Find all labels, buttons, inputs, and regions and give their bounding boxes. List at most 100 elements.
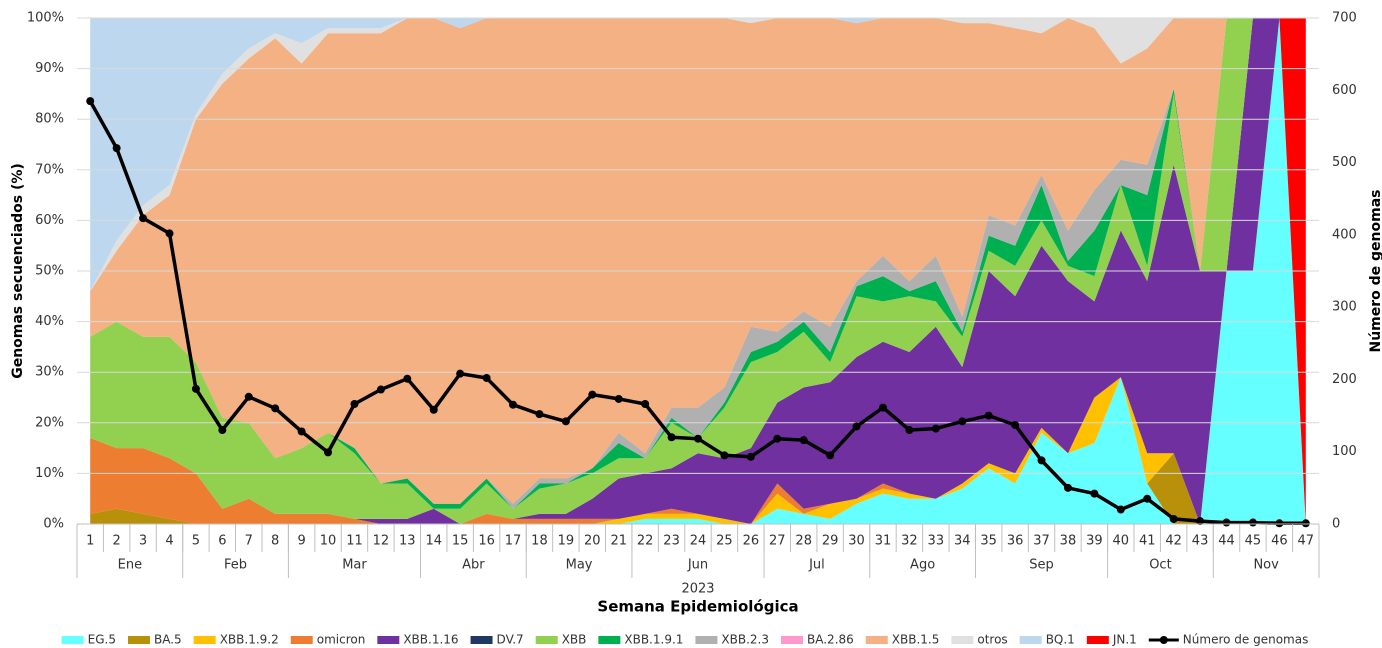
legend-item: BA.5 [128, 633, 182, 647]
x-tick-label: 34 [954, 534, 971, 549]
x-tick-label: 3 [139, 534, 147, 549]
x-tick-label: 6 [218, 534, 226, 549]
legend: EG.5 BA.5 XBB.1.9.2 omicron XBB.1.16 DV.7 XBB X… [61, 633, 1308, 647]
x-tick-label: 9 [297, 534, 305, 549]
y2-tick-label: 300 [1332, 300, 1357, 315]
area [90, 18, 1306, 524]
x-tick-label: 2 [112, 534, 120, 549]
legend-label: XBB.2.3 [721, 633, 769, 647]
y-tick-label: 10% [35, 466, 64, 481]
line-point [218, 426, 227, 435]
month-label: Sep [1029, 558, 1054, 573]
legend-label: BA.2.86 [807, 633, 854, 647]
legend-swatch [781, 636, 804, 644]
line-point [1116, 505, 1125, 514]
y2-tick-label: 100 [1332, 444, 1357, 459]
legend-swatch [1019, 636, 1042, 644]
legend-swatch [290, 636, 313, 644]
line-point [614, 394, 623, 403]
legend-label: XBB.1.9.2 [220, 633, 279, 647]
y2-axis-title: Número de genomas [1368, 189, 1382, 352]
line-point [1275, 519, 1284, 528]
line-point [694, 434, 702, 443]
x-tick-label: 4 [165, 534, 173, 549]
month-label: Feb [224, 558, 247, 573]
y2-tick-label: 0 [1332, 517, 1340, 532]
x-tick-label: 5 [192, 534, 200, 549]
legend-item: XBB.1.5 [865, 633, 939, 647]
x-tick-label: 17 [505, 534, 522, 549]
x-tick-label: 22 [637, 534, 654, 549]
line-point [297, 427, 306, 436]
y-tick-label: 30% [35, 365, 64, 380]
line-point [1196, 517, 1205, 526]
y-tick-label: 80% [35, 112, 64, 127]
line-point [1169, 514, 1178, 523]
line-point [324, 448, 333, 457]
line-point [931, 424, 940, 433]
line-point [1011, 420, 1020, 429]
legend-swatch [695, 636, 718, 644]
legend-swatch [1159, 636, 1168, 644]
legend-item: omicron [290, 633, 365, 647]
line-point [244, 392, 253, 401]
x-tick-label: 18 [531, 534, 548, 549]
y-tick-label: 40% [35, 314, 64, 329]
x-tick-label: 38 [1060, 534, 1077, 549]
line-point [86, 97, 95, 106]
x-tick-label: 46 [1271, 534, 1288, 549]
y2-tick-label: 400 [1332, 227, 1357, 242]
month-label: Oct [1149, 558, 1171, 573]
line-point [376, 385, 385, 394]
x-tick-label: 1 [86, 534, 94, 549]
legend-swatch [865, 636, 888, 644]
x-tick-label: 23 [663, 534, 680, 549]
line-point [588, 390, 597, 399]
legend-label: EG.5 [88, 633, 116, 647]
line-point [509, 400, 518, 409]
month-label: Abr [462, 558, 485, 573]
x-tick-label: 14 [425, 534, 442, 549]
line-point [191, 384, 200, 393]
line-point [799, 436, 808, 445]
legend-item: XBB.1.9.1 [598, 633, 683, 647]
y-tick-label: 0% [43, 517, 64, 532]
line-point [1143, 494, 1152, 503]
legend-item: XBB.1.9.2 [193, 633, 279, 647]
line-point [429, 405, 438, 414]
y-axis-title: Genomas secuenciados (%) [10, 163, 26, 379]
legend-item: JN.1 [1086, 633, 1137, 647]
y2-tick-label: 700 [1332, 11, 1357, 26]
legend-item: BQ.1 [1019, 633, 1075, 647]
legend-swatch [598, 636, 621, 644]
line-point [958, 417, 967, 426]
x-tick-label: 37 [1033, 534, 1050, 549]
x-tick-label: 26 [743, 534, 760, 549]
x-tick-label: 32 [901, 534, 918, 549]
x-tick-label: 8 [271, 534, 279, 549]
line-point [535, 410, 544, 419]
y2-tick-label: 600 [1332, 83, 1357, 98]
y-tick-label: 90% [35, 61, 64, 76]
legend-swatch [470, 636, 493, 644]
line-point [746, 452, 755, 461]
legend-label: BQ.1 [1046, 633, 1075, 647]
x-tick-label: 10 [320, 534, 337, 549]
x-tick-label: 33 [928, 534, 945, 549]
x-axis-title: Semana Epidemiológica [597, 598, 798, 616]
x-tick-label: 13 [399, 534, 416, 549]
line-point [984, 411, 993, 420]
x-tick-label: 39 [1086, 534, 1103, 549]
x-tick-label: 47 [1298, 534, 1315, 549]
x-tick-label: 40 [1113, 534, 1130, 549]
legend-item: BA.2.86 [781, 633, 854, 647]
month-label: May [566, 558, 593, 573]
legend-item: XBB.2.3 [695, 633, 769, 647]
line-point [1222, 518, 1231, 527]
legend-label: otros [977, 633, 1007, 647]
x-tick-label: 35 [980, 534, 997, 549]
month-label: Jun [687, 558, 708, 573]
x-tick-label: 28 [795, 534, 812, 549]
legend-item: DV.7 [470, 633, 524, 647]
